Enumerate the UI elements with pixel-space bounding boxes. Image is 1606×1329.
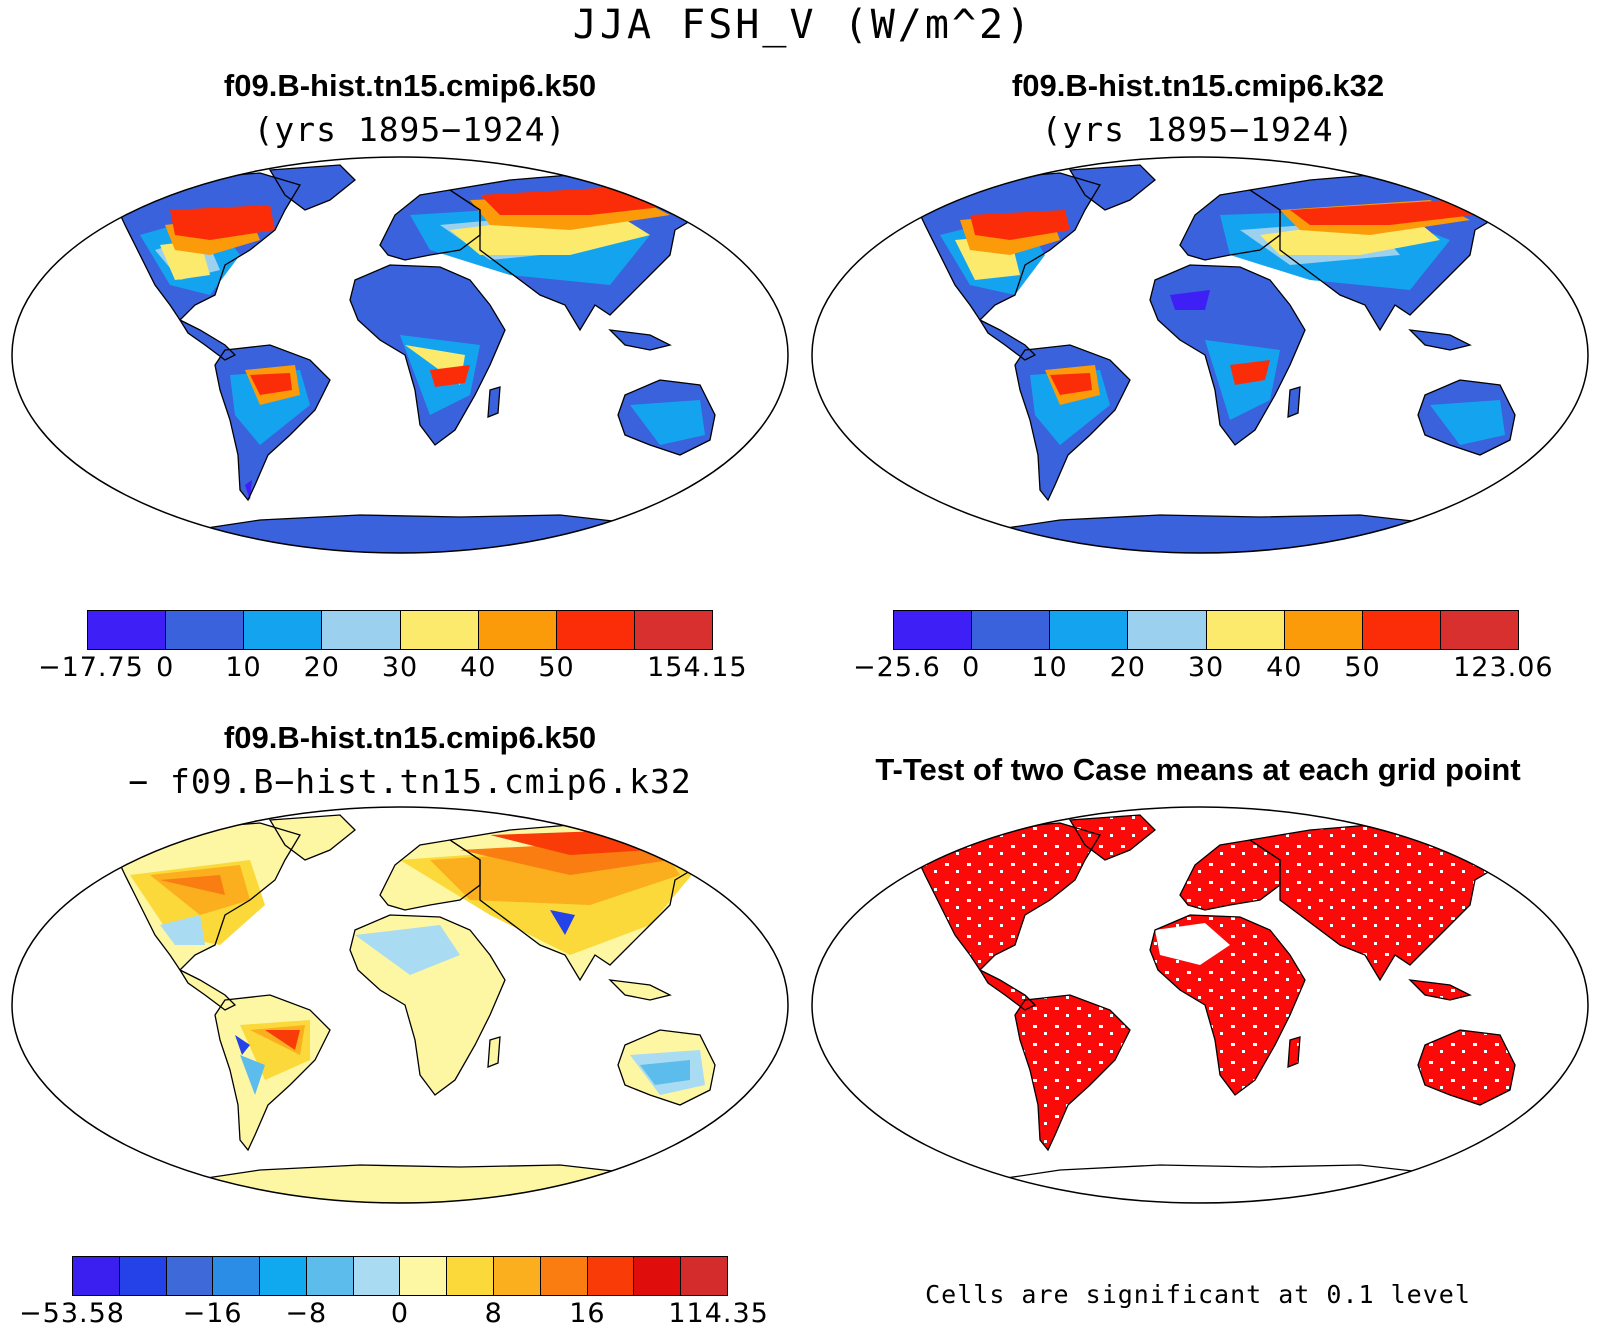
- colorbar-cell: [400, 611, 479, 649]
- colorbar-tick-label: −8: [285, 1298, 328, 1329]
- colorbar-tick-label: 0: [962, 652, 981, 683]
- colorbar-cell: [1128, 611, 1207, 649]
- colorbar-cell: [306, 1257, 354, 1295]
- colorbar-tick-label: 30: [1187, 652, 1225, 683]
- panel-bl-subtract: − f09.B−hist.tn15.cmip6.k32: [128, 762, 692, 801]
- colorbar-tick-label: 16: [569, 1298, 606, 1329]
- colorbar-cell: [634, 1257, 682, 1295]
- colorbar-bl: [72, 1256, 728, 1296]
- colorbar-cell: [540, 1257, 588, 1295]
- colorbar-tick-label: 50: [538, 652, 575, 683]
- colorbar-cell: [1440, 611, 1518, 649]
- panel-tl-case-title: f09.B-hist.tn15.cmip6.k50: [223, 68, 597, 103]
- map-panel-bl: [10, 805, 790, 1205]
- map-panel-br: [810, 805, 1590, 1205]
- colorbar-cell: [260, 1257, 307, 1295]
- map-panel-tr: [810, 155, 1590, 555]
- colorbar-cell: [478, 611, 557, 649]
- colorbar-cell: [634, 611, 712, 649]
- colorbar-tick-label: 8: [484, 1298, 503, 1329]
- colorbar-cell: [322, 611, 401, 649]
- colorbar-tick-label: 154.15: [647, 652, 748, 683]
- panel-tr-years: (yrs 1895−1924): [1041, 110, 1355, 149]
- colorbar-cell: [166, 611, 245, 649]
- colorbar-tick-label: 114.35: [668, 1298, 769, 1329]
- colorbar-cell: [494, 1257, 541, 1295]
- colorbar-tick-label: 40: [460, 652, 497, 683]
- colorbar-cell: [73, 1257, 120, 1295]
- colorbar-tick-label: 0: [390, 1298, 410, 1329]
- colorbar-tick-label: 0: [156, 652, 175, 683]
- map-panel-tl: [10, 155, 790, 555]
- colorbar-cell: [213, 1257, 261, 1295]
- colorbar-cell: [119, 1257, 167, 1295]
- panel-tr-case-title: f09.B-hist.tn15.cmip6.k32: [1011, 68, 1385, 103]
- colorbar-cell: [1362, 611, 1441, 649]
- colorbar-cell: [400, 1257, 448, 1295]
- colorbar-cell: [353, 1257, 401, 1295]
- colorbar-tick-label: 30: [381, 652, 419, 683]
- colorbar-cell: [244, 611, 323, 649]
- colorbar-tick-label: −17.75: [37, 652, 144, 683]
- colorbar-tick-label: 50: [1344, 652, 1381, 683]
- colorbar-cell: [894, 611, 973, 649]
- colorbar-cell: [681, 1257, 727, 1295]
- colorbar-cell: [556, 611, 635, 649]
- colorbar-tick-label: 20: [303, 652, 340, 683]
- colorbar-tick-label: 20: [1109, 652, 1146, 683]
- colorbar-cell: [1284, 611, 1363, 649]
- colorbar-tick-label: 123.06: [1453, 652, 1554, 683]
- ttest-note: Cells are significant at 0.1 level: [925, 1280, 1471, 1309]
- colorbar-tick-label: 40: [1266, 652, 1303, 683]
- colorbar-tick-label: 10: [225, 652, 262, 683]
- colorbar-cell: [1050, 611, 1129, 649]
- colorbar-tick-label: −53.58: [19, 1298, 125, 1329]
- figure-title: JJA FSH_V (W/m^2): [572, 2, 1034, 48]
- colorbar-tick-label: 10: [1031, 652, 1068, 683]
- colorbar-tr: [893, 610, 1519, 650]
- colorbar-cell: [447, 1257, 495, 1295]
- panel-bl-case-title: f09.B-hist.tn15.cmip6.k50: [223, 720, 597, 755]
- panel-tl-years: (yrs 1895−1924): [253, 110, 567, 149]
- colorbar-cell: [972, 611, 1051, 649]
- colorbar-cell: [88, 611, 167, 649]
- colorbar-tick-label: −25.6: [853, 652, 941, 683]
- colorbar-cell: [166, 1257, 214, 1295]
- colorbar-tick-label: −16: [182, 1298, 243, 1329]
- colorbar-cell: [587, 1257, 635, 1295]
- colorbar-cell: [1206, 611, 1285, 649]
- panel-br-title: T-Test of two Case means at each grid po…: [875, 752, 1521, 787]
- colorbar-tl: [87, 610, 713, 650]
